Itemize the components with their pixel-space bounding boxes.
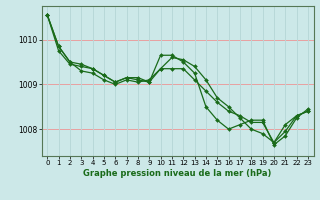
X-axis label: Graphe pression niveau de la mer (hPa): Graphe pression niveau de la mer (hPa) bbox=[84, 169, 272, 178]
